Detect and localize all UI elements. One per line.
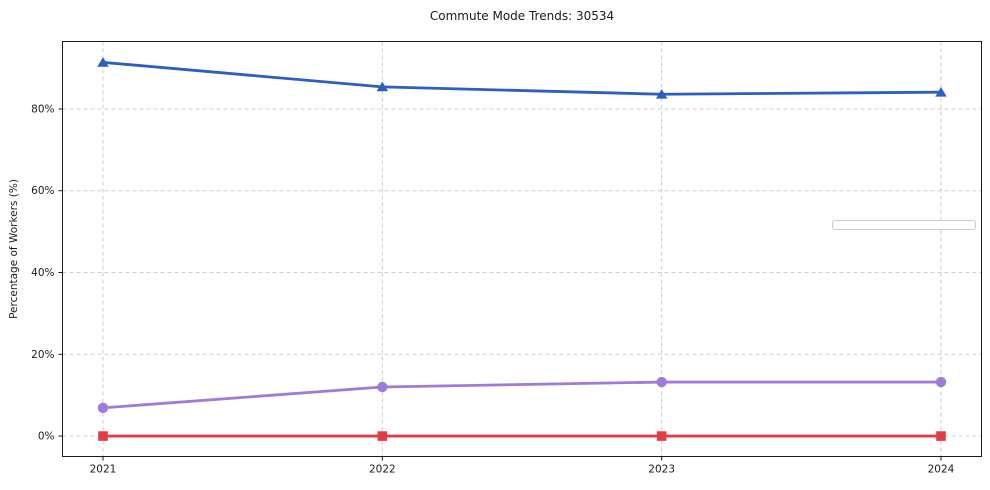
series-circle-icon [935,376,947,388]
chart-title: Commute Mode Trends: 30534 [429,9,615,23]
series-square-icon [936,431,946,441]
series-square-icon [98,431,108,441]
series-triangle-up-icon [97,57,109,67]
y-tick-label: 40% [31,267,54,279]
legend [832,220,976,230]
series-triangle-up-icon [935,86,947,97]
series-circle-icon [97,402,109,414]
x-tick-label: 2024 [928,464,955,476]
x-tick-label: 2023 [648,464,675,476]
x-tick-label: 2021 [90,464,117,476]
series-square-icon [377,431,388,441]
series-circle-icon [377,381,388,393]
y-tick-label: 20% [31,349,54,361]
y-tick-label: 60% [31,185,54,197]
series-circle-icon [656,376,667,388]
series-triangle-up-icon [655,89,668,99]
x-tick-label: 2022 [369,464,396,476]
series-line [101,380,943,410]
series-square-icon [656,431,667,441]
series-triangle-up-icon [376,81,389,92]
series-line [101,60,943,96]
y-tick-label: 0% [38,431,55,443]
y-tick-label: 80% [31,103,54,115]
plot-border [62,41,982,457]
